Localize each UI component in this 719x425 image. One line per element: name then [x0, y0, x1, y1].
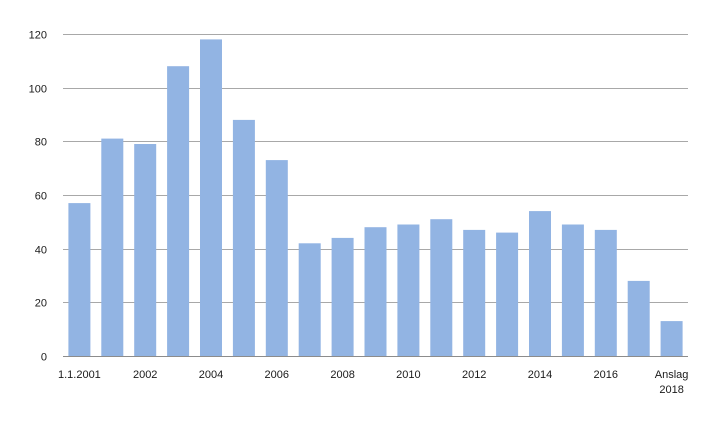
x-tick-label: 2006 — [265, 369, 289, 381]
bar-14 — [529, 211, 551, 356]
x-tick-label: 1.1.2001 — [58, 369, 101, 381]
bars — [68, 39, 683, 357]
bar-9 — [364, 227, 387, 356]
x-tick-label-line: 1.1.2001 — [58, 369, 101, 381]
y-tick-label: 20 — [35, 298, 47, 310]
x-tick-label: 2012 — [462, 369, 486, 381]
y-axis-ticks: 0 20 40 60 80 100 120 — [29, 30, 47, 364]
x-tick-label-line: 2008 — [330, 369, 354, 381]
bar-2 — [134, 144, 157, 356]
bar-4 — [200, 39, 222, 357]
x-tick-label: 2002 — [133, 369, 157, 381]
x-tick-label-line: 2002 — [133, 369, 157, 381]
bar-13 — [496, 232, 519, 356]
y-tick-label: 100 — [29, 84, 47, 96]
x-tick-label-line: 2016 — [594, 369, 618, 381]
bar-3 — [167, 66, 190, 356]
y-tick-label: 60 — [35, 191, 47, 203]
bar-0 — [68, 203, 91, 356]
x-tick-label: 2014 — [528, 369, 552, 381]
bar-1 — [101, 138, 124, 356]
x-tick-label-line: 2010 — [396, 369, 420, 381]
bar-12 — [463, 229, 486, 356]
bar-6 — [265, 160, 288, 356]
x-tick-label-line: 2004 — [199, 369, 223, 381]
bar-5 — [232, 119, 255, 357]
x-tick-label-line: 2012 — [462, 369, 486, 381]
bar-18 — [660, 321, 683, 356]
x-tick-label: 2016 — [594, 369, 618, 381]
x-tick-label-line: 2014 — [528, 369, 552, 381]
x-tick-label: Anslag 2018 — [655, 369, 689, 396]
bar-16 — [594, 229, 617, 356]
y-tick-label: 80 — [35, 137, 47, 149]
x-tick-label: 2010 — [396, 369, 420, 381]
bar-10 — [397, 224, 420, 356]
bar-11 — [430, 219, 453, 356]
x-tick-label-line: 2006 — [265, 369, 289, 381]
bar-17 — [627, 280, 650, 356]
x-tick-label-line: Anslag — [655, 369, 689, 381]
bar-15 — [561, 224, 584, 356]
bar-8 — [331, 237, 354, 356]
y-tick-label: 0 — [41, 352, 47, 364]
y-tick-label: 120 — [29, 30, 47, 42]
x-axis-ticks: 1.1.2001 2002 2004 2006 2008 2010 2012 2014 2016… — [58, 369, 688, 396]
bar-7 — [298, 243, 321, 356]
y-tick-label: 40 — [35, 245, 47, 257]
x-tick-label-line: 2018 — [659, 384, 683, 396]
x-tick-label: 2008 — [330, 369, 354, 381]
x-tick-label: 2004 — [199, 369, 223, 381]
